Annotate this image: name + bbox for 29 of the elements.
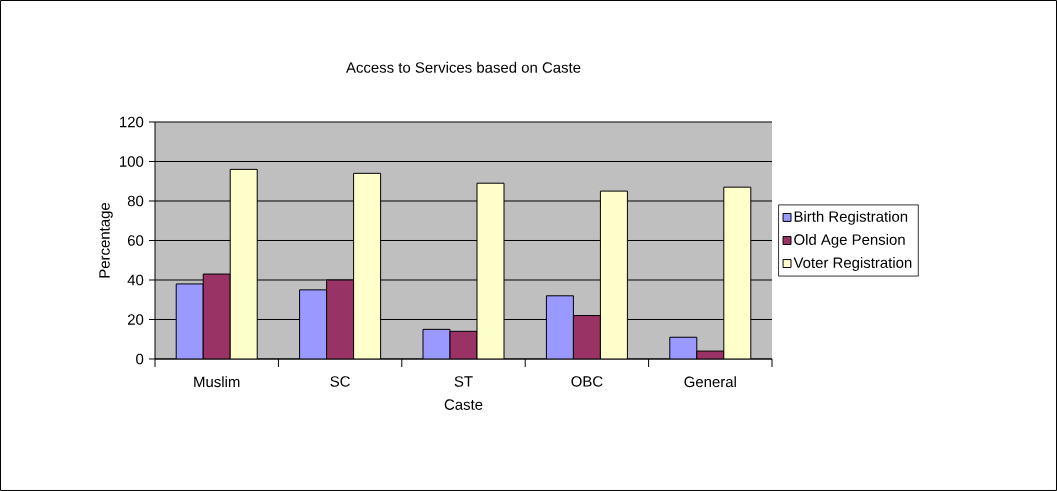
bar (326, 279, 355, 359)
y-tick-label: 80 (127, 195, 144, 207)
y-tick-label: 40 (127, 274, 144, 286)
y-tick-label: 0 (136, 353, 144, 365)
y-tick-label: 60 (127, 235, 144, 246)
y-axis-title: Percentage (99, 202, 113, 278)
bar (476, 182, 505, 359)
bar (175, 283, 204, 359)
bar (545, 295, 574, 359)
x-tick-label: General (684, 376, 736, 388)
x-axis-title: Caste (444, 399, 483, 410)
y-tick-label: 20 (127, 314, 144, 325)
bar (572, 315, 601, 359)
bar (723, 186, 752, 359)
y-tick-label: 100 (120, 156, 144, 167)
x-tick-label: OBC (571, 376, 603, 387)
bar (599, 190, 628, 359)
bar (202, 273, 231, 359)
x-tick-label: SC (330, 376, 350, 387)
legend-label: Voter Registration (793, 257, 912, 271)
chart-title: Access to Services based on Caste (346, 61, 581, 73)
x-tick-label: Muslim (194, 376, 240, 388)
legend-label: Birth Registration (794, 210, 908, 225)
y-tick-label: 120 (120, 116, 144, 128)
bar (299, 289, 328, 359)
legend-label: Old Age Pension (794, 233, 905, 248)
bar (353, 172, 382, 359)
bar (229, 168, 258, 359)
x-tick-label: ST (454, 376, 473, 387)
